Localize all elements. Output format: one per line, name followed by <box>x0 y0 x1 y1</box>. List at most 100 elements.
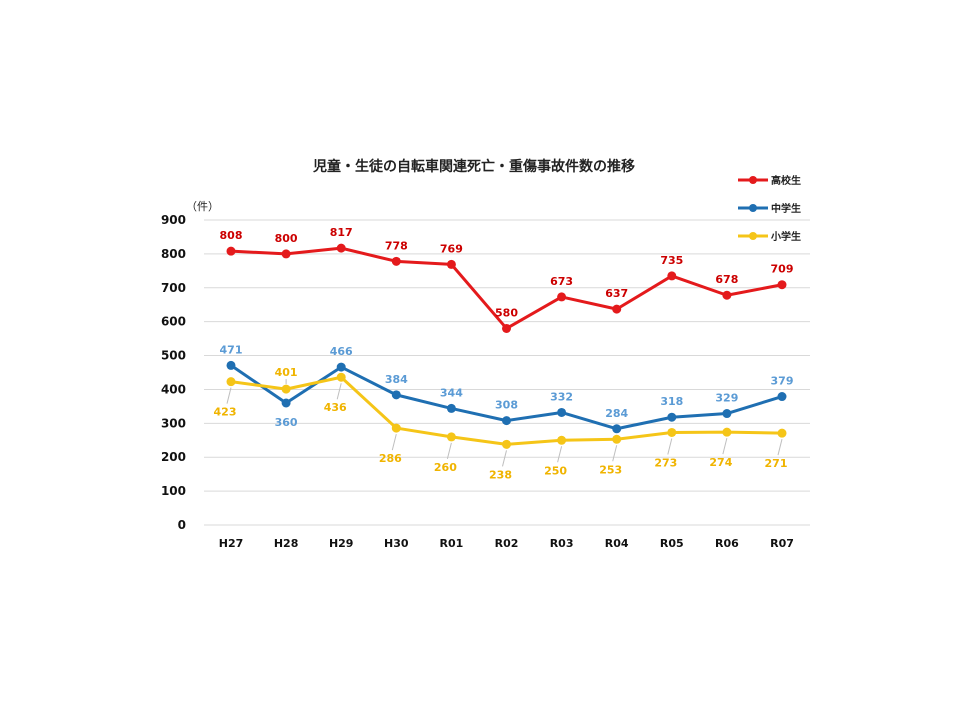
x-tick-label: R03 <box>550 537 574 550</box>
data-point <box>446 259 456 269</box>
data-point <box>446 403 456 413</box>
leader-line <box>226 387 232 404</box>
x-tick-label: R06 <box>715 537 739 550</box>
x-tick-label: H27 <box>219 537 244 550</box>
data-point <box>336 362 346 372</box>
data-point <box>777 392 787 402</box>
data-point <box>777 428 787 438</box>
data-label: 384 <box>385 373 408 386</box>
data-label: 401 <box>275 366 298 379</box>
leader-line <box>446 442 452 460</box>
data-label: 379 <box>771 375 794 388</box>
leader-line <box>722 438 728 455</box>
data-label: 238 <box>489 468 512 481</box>
data-label: 332 <box>550 390 573 403</box>
data-point <box>557 407 567 417</box>
data-label: 284 <box>605 407 628 420</box>
series-group <box>226 243 787 449</box>
y-tick-label: 200 <box>161 450 186 464</box>
data-label: 318 <box>660 395 683 408</box>
x-axis-ticks: H27 H28 H29 H30 R01 R02 R03 R04 R05 R06 R07 <box>219 537 794 550</box>
data-label: 808 <box>220 229 243 242</box>
data-point <box>226 360 236 370</box>
data-point <box>722 290 732 300</box>
data-label: 471 <box>220 343 243 356</box>
y-tick-label: 400 <box>161 382 186 396</box>
data-point <box>722 427 732 437</box>
data-point <box>281 249 291 259</box>
legend-marker <box>749 204 757 212</box>
data-label: 637 <box>605 287 628 300</box>
label-leader-lines <box>226 379 783 467</box>
data-point <box>612 434 622 444</box>
y-tick-label: 300 <box>161 416 186 430</box>
data-label: 274 <box>709 456 732 469</box>
data-point <box>336 372 346 382</box>
leader-line <box>391 433 397 451</box>
data-label: 253 <box>599 463 622 476</box>
y-tick-label: 600 <box>161 315 186 329</box>
data-label: 329 <box>715 392 738 405</box>
data-point <box>722 409 732 419</box>
data-point <box>446 432 456 442</box>
data-point <box>336 243 346 253</box>
data-point <box>226 377 236 387</box>
data-point <box>557 435 567 445</box>
data-label: 778 <box>385 239 408 252</box>
data-point <box>226 246 236 256</box>
x-tick-label: R07 <box>770 537 794 550</box>
y-axis-unit: （件） <box>186 200 219 213</box>
data-label: 709 <box>771 263 794 276</box>
data-label: 360 <box>275 416 298 429</box>
data-label: 466 <box>330 345 353 358</box>
data-point <box>612 424 622 434</box>
data-point <box>281 398 291 408</box>
data-point <box>391 423 401 433</box>
data-label: 678 <box>715 273 738 286</box>
data-label: 817 <box>330 226 353 239</box>
data-label: 344 <box>440 386 463 399</box>
data-label: 735 <box>660 254 683 267</box>
data-point <box>502 323 511 333</box>
leader-line <box>557 446 563 463</box>
data-point <box>502 416 511 426</box>
data-label: 769 <box>440 242 463 255</box>
data-point <box>391 390 401 400</box>
y-tick-label: 100 <box>161 484 186 498</box>
data-label: 673 <box>550 275 573 288</box>
x-tick-label: R04 <box>605 537 629 550</box>
data-label: 800 <box>275 232 298 245</box>
data-point <box>391 256 401 266</box>
chart-title: 児童・生徒の自転車関連死亡・重傷事故件数の推移 <box>312 158 635 175</box>
data-labels: 808 800 817 778 769 580 673 637 735 678 709 471 360 4… <box>214 226 794 481</box>
legend-marker <box>749 232 757 240</box>
leader-line <box>336 383 342 400</box>
data-label: 286 <box>379 452 402 465</box>
data-point <box>667 412 677 422</box>
data-label: 423 <box>214 406 237 419</box>
legend-label: 高校生 <box>771 174 801 187</box>
data-label: 260 <box>434 461 457 474</box>
data-point <box>557 292 567 302</box>
data-point <box>667 271 677 281</box>
y-tick-label: 800 <box>161 247 186 261</box>
data-point <box>281 384 291 394</box>
legend-label: 小学生 <box>770 230 801 243</box>
x-tick-label: R02 <box>495 537 519 550</box>
data-label: 436 <box>324 401 347 414</box>
data-point <box>612 304 622 314</box>
leader-line <box>777 439 783 456</box>
leader-line <box>502 450 507 467</box>
y-tick-label: 700 <box>161 281 186 295</box>
leader-line <box>667 438 673 455</box>
x-tick-label: R05 <box>660 537 684 550</box>
data-label: 308 <box>495 399 518 412</box>
data-point <box>777 280 787 290</box>
x-tick-label: H30 <box>384 537 409 550</box>
x-tick-label: H28 <box>274 537 299 550</box>
data-point <box>667 427 677 437</box>
legend-label: 中学生 <box>771 202 801 215</box>
y-tick-label: 0 <box>178 518 186 532</box>
